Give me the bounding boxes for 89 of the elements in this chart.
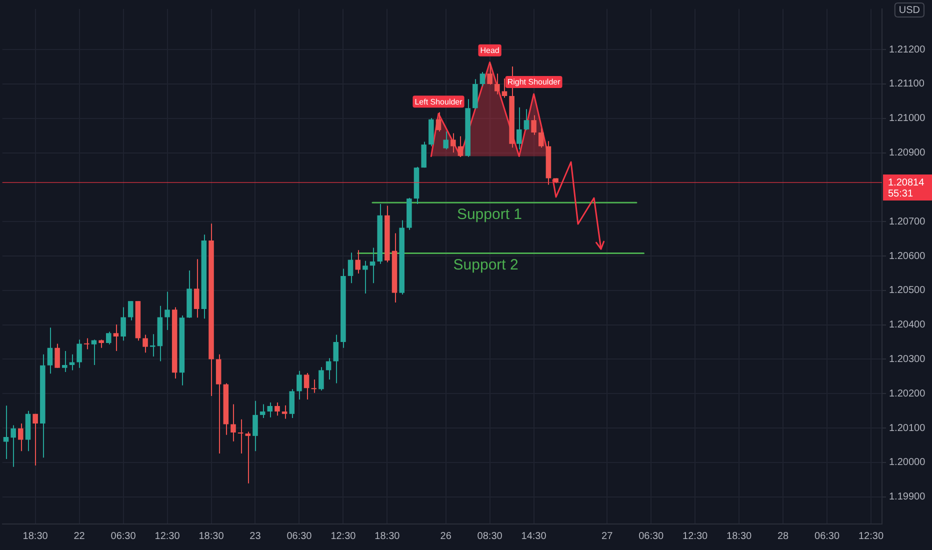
candlestick [494, 73, 500, 95]
x-tick-label: 26 [440, 530, 452, 542]
candlestick [436, 112, 442, 132]
candlestick [91, 339, 97, 366]
series-label: Support 1 [456, 206, 522, 223]
data-label: Right Shoulder [507, 78, 561, 87]
y-tick-label: 1.20600 [889, 250, 926, 262]
candlestick [238, 418, 244, 454]
x-tick-label: 18:30 [22, 530, 48, 542]
x-tick-label: 06:30 [814, 530, 840, 542]
candlestick [194, 258, 200, 318]
x-tick-label: 18:30 [198, 530, 224, 542]
candlestick [450, 132, 456, 153]
candlestick [531, 114, 536, 136]
candlestick [32, 413, 38, 466]
y-tick-label: 1.20700 [889, 216, 926, 228]
candlestick [282, 404, 288, 420]
candlestick [113, 324, 119, 352]
candlestick [487, 63, 492, 86]
candlestick [106, 331, 112, 345]
candlestick [128, 300, 134, 321]
candlestick [502, 78, 508, 98]
y-tick-label: 1.20300 [889, 354, 926, 365]
y-tick-label: 1.21100 [889, 78, 925, 90]
candlestick [120, 306, 126, 342]
candlestick [245, 431, 251, 484]
data-label: Head [480, 46, 500, 56]
candlestick [348, 252, 354, 284]
candlestick [355, 250, 361, 274]
y-tick-label: 1.19900 [889, 492, 926, 503]
candlestick [230, 404, 236, 442]
candlestick [362, 260, 368, 294]
candlestick [524, 108, 530, 131]
candlestick [296, 370, 302, 400]
x-tick-label: 23 [250, 530, 262, 542]
y-tick-label: 1.21200 [889, 44, 926, 56]
x-tick-label: 06:30 [638, 530, 664, 542]
candlestick [54, 343, 60, 368]
x-tick-label: 06:30 [286, 530, 312, 542]
ref-line-label: 1.20814 55:31 [888, 177, 925, 200]
y-tick-label: 1.20100 [889, 422, 926, 434]
candlestick [318, 366, 324, 392]
data-label: Left Shoulder [414, 97, 463, 106]
x-tick-label: 18:30 [374, 530, 400, 542]
x-tick-label: 18:30 [726, 530, 752, 542]
candlestick [421, 141, 426, 168]
candlestick [260, 404, 266, 419]
candlestick [538, 128, 544, 148]
y-tick-label: 1.20400 [889, 320, 926, 331]
series-label: Support 2 [453, 256, 518, 274]
candlestick [458, 136, 464, 158]
y-tick-label: 1.21000 [889, 113, 926, 124]
candlestick [18, 423, 24, 452]
x-tick-label: 27 [602, 530, 614, 542]
candlestick [267, 402, 273, 418]
candlestick [150, 334, 156, 357]
candlestick [326, 358, 332, 380]
y-tick-label: 1.20200 [889, 388, 926, 400]
candlestick [142, 334, 148, 354]
candlestick [516, 106, 522, 150]
candlestick [274, 402, 280, 416]
candlestick [84, 338, 90, 350]
x-tick-label: 12:30 [682, 530, 708, 542]
x-tick-label: 22 [74, 530, 86, 542]
text: USD [898, 4, 920, 16]
candlestick [333, 334, 339, 384]
candlestick [76, 339, 82, 368]
candlestick [47, 327, 53, 374]
candlestick [370, 247, 376, 284]
candlestick [252, 400, 258, 452]
x-tick-label: 14:30 [521, 530, 547, 542]
x-tick-label: 12:30 [154, 530, 180, 542]
candlestick [480, 71, 486, 87]
y-tick-label: 1.20900 [889, 148, 926, 159]
x-tick-label: 28 [777, 530, 790, 542]
candlestick [443, 130, 448, 150]
y-tick-label: 1.20500 [889, 285, 926, 296]
candlestick [304, 372, 310, 400]
candlestick [311, 379, 317, 394]
x-tick-label: 08:30 [477, 530, 503, 542]
x-tick-label: 12:30 [330, 530, 356, 542]
x-tick-label: 06:30 [110, 530, 136, 542]
candlestick [164, 291, 170, 330]
candlestick [3, 405, 9, 460]
y-tick-label: 1.20000 [889, 457, 926, 468]
x-tick-label: 12:30 [858, 530, 884, 542]
candlestick [289, 388, 295, 419]
candlestick [62, 350, 68, 372]
candlestick [10, 424, 16, 468]
